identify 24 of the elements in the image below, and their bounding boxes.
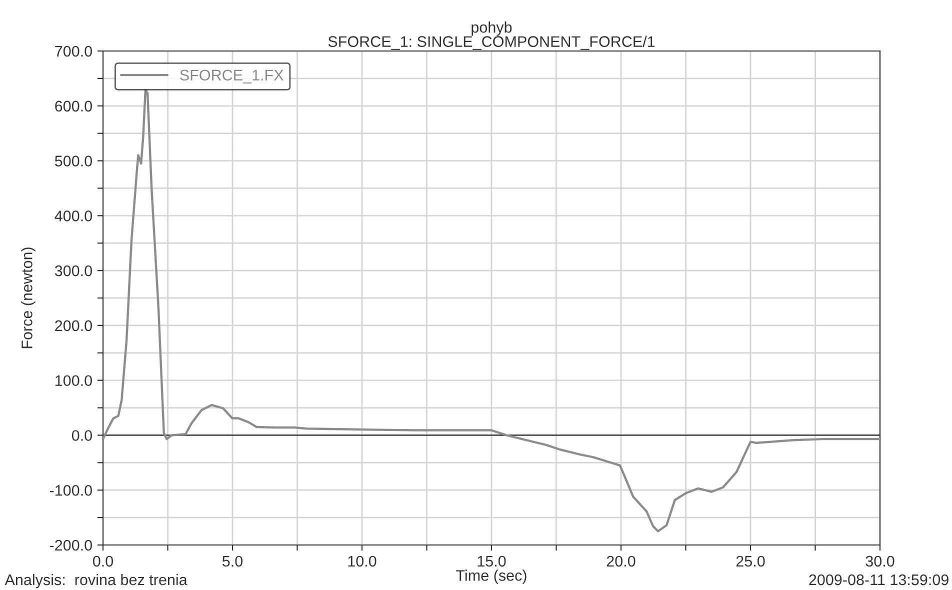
y-tick-label: -200.0 xyxy=(50,540,92,551)
y-tick-label: 300.0 xyxy=(54,265,92,276)
x-tick-label: 0.0 xyxy=(92,556,114,567)
y-tick-label: 700.0 xyxy=(55,46,92,57)
x-tick-label: 15.0 xyxy=(478,556,506,567)
x-tick-label: 10.0 xyxy=(348,556,376,567)
y-tick-label: 0.0 xyxy=(72,430,92,441)
text: 2009-08-11 13:59:09 xyxy=(809,574,948,586)
y-tick-label: 100.0 xyxy=(56,375,92,386)
legend-label: SFORCE_1.FX xyxy=(180,70,284,84)
text: Analysis: rovina bez trenia xyxy=(4,574,188,588)
y-tick-label: 200.0 xyxy=(55,320,92,332)
y-axis-title: Force (newton) xyxy=(21,248,36,348)
x-axis-title: Time (sec) xyxy=(456,570,526,584)
y-tick-label: -100.0 xyxy=(50,484,92,496)
y-tick-label: 400.0 xyxy=(54,210,92,222)
x-tick-label: 20.0 xyxy=(606,556,636,567)
x-tick-label: 25.0 xyxy=(736,556,765,567)
y-tick-label: 500.0 xyxy=(54,156,92,166)
chart-title: pohyb SFORCE_1: SINGLE_COMPONENT_FORCE/1 xyxy=(328,22,655,50)
x-tick-label: 5.0 xyxy=(222,556,243,567)
x-tick-label: 30.0 xyxy=(866,556,894,567)
y-tick-label: 600.0 xyxy=(55,100,92,112)
line-series xyxy=(103,88,880,532)
